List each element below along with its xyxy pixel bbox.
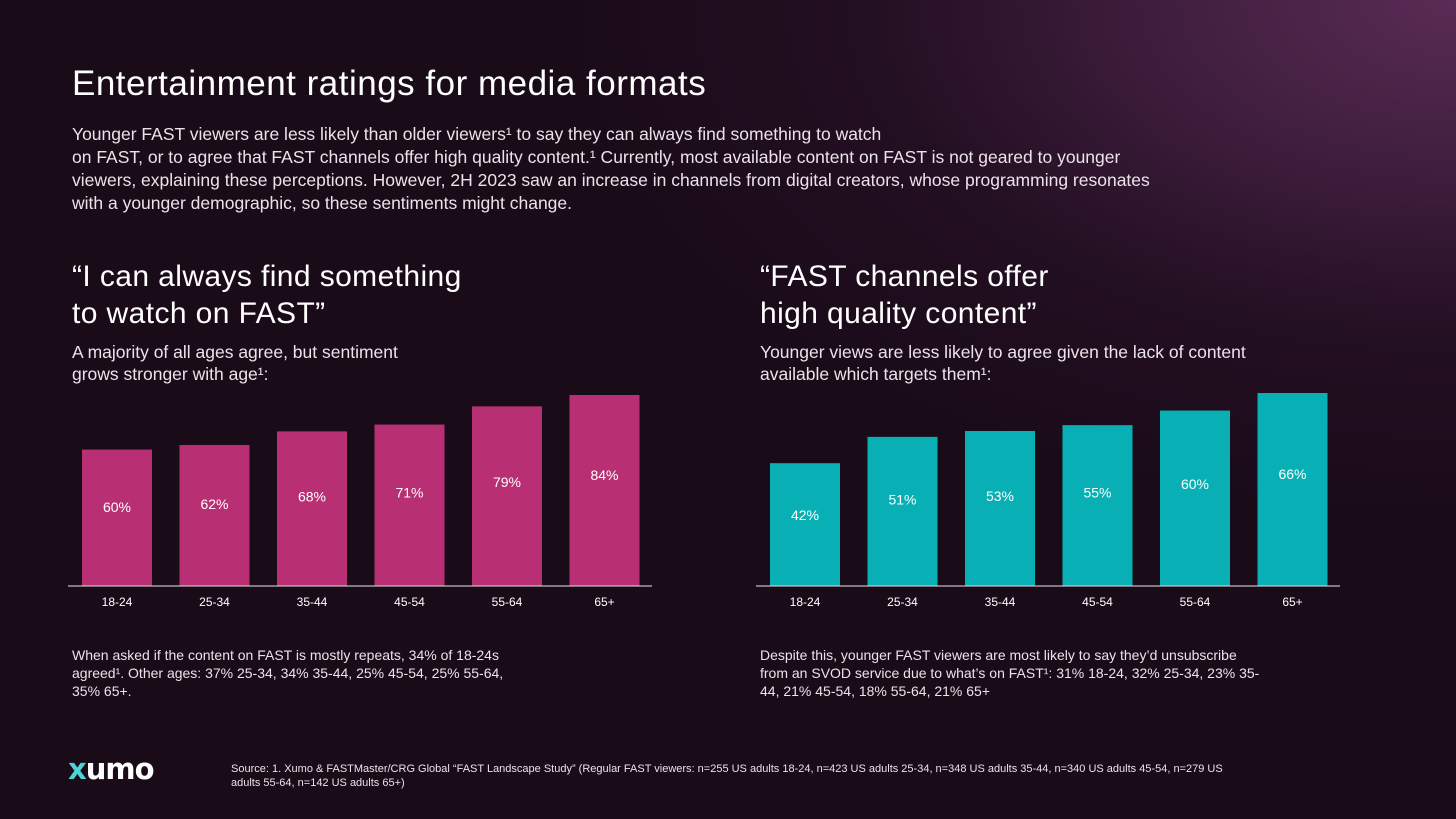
x-tick-label: 55-64 [492, 595, 523, 609]
x-tick-label: 35-44 [985, 595, 1016, 609]
note-line: agreed¹. Other ages: 37% 25-34, 34% 35-4… [72, 665, 504, 681]
note-line: from an SVOD service due to what’s on FA… [760, 665, 1260, 681]
right-note: Despite this, younger FAST viewers are m… [760, 646, 1259, 700]
bar-55-64 [472, 406, 542, 586]
x-tick-label: 65+ [1282, 595, 1302, 609]
data-label: 51% [888, 492, 916, 508]
data-label: 84% [590, 467, 618, 483]
intro-line: with a younger demographic, so these sen… [72, 193, 573, 213]
bar-18-24 [770, 463, 840, 586]
x-tick-label: 18-24 [790, 595, 821, 609]
quote-line: “I can always find something [72, 260, 462, 293]
x-tick-label: 25-34 [887, 595, 918, 609]
note-line: 44, 21% 45-54, 18% 55-64, 21% 65+ [760, 683, 991, 699]
bar-25-34 [179, 445, 250, 586]
data-label: 60% [1181, 476, 1209, 492]
x-tick-label: 25-34 [199, 595, 230, 609]
bar-65+ [569, 395, 640, 586]
left-subheading: A majority of all ages agree, but sentim… [72, 341, 398, 385]
sub-line: grows stronger with age¹: [72, 364, 269, 384]
source-line: adults 55-64, n=142 US adults 65+) [231, 777, 405, 789]
page-title: Entertainment ratings for media formats [72, 64, 707, 103]
bar-25-34 [867, 436, 938, 586]
x-tick-label: 45-54 [1082, 595, 1113, 609]
data-label: 55% [1083, 485, 1111, 501]
quote-line: high quality content” [760, 297, 1037, 330]
x-tick-label: 45-54 [394, 595, 425, 609]
bar-45-54 [1062, 425, 1133, 586]
x-tick-label: 65+ [594, 595, 614, 609]
right-quote-heading: “FAST channels offer high quality conten… [760, 258, 1400, 332]
quote-line: to watch on FAST” [72, 297, 326, 330]
data-label: 42% [791, 507, 819, 523]
left-quote-heading: “I can always find something to watch on… [72, 258, 712, 332]
bar-35-44 [965, 431, 1035, 586]
intro-line: viewers, explaining these perceptions. H… [72, 170, 1150, 190]
right-subheading: Younger views are less likely to agree g… [760, 341, 1246, 385]
intro-paragraph: Younger FAST viewers are less likely tha… [72, 123, 1322, 215]
right-bar-chart: 42% 18-24 51% 25-34 53% 35-44 55% 45-54 60% 55-64… [756, 393, 1340, 609]
data-label: 53% [986, 488, 1014, 504]
sub-line: available which targets them¹: [760, 364, 992, 384]
note-line: Despite this, younger FAST viewers are m… [760, 647, 1237, 663]
xumo-logo: xumo [68, 752, 155, 786]
bar-18-24 [82, 449, 152, 586]
bar-45-54 [374, 424, 445, 586]
x-tick-label: 18-24 [102, 595, 133, 609]
intro-line: Younger FAST viewers are less likely tha… [72, 124, 882, 144]
note-line: When asked if the content on FAST is mos… [72, 647, 499, 663]
source-line: Source: 1. Xumo & FASTMaster/CRG Global … [231, 763, 1223, 775]
left-bar-chart: 60% 18-24 62% 25-34 68% 35-44 71% 45-54 79% 55-64… [68, 395, 652, 609]
bar-55-64 [1160, 410, 1230, 586]
data-label: 68% [298, 488, 326, 504]
left-note: When asked if the content on FAST is mos… [72, 646, 503, 700]
source-footnote: Source: 1. Xumo & FASTMaster/CRG Global … [231, 762, 1223, 790]
data-label: 71% [395, 484, 423, 500]
note-line: 35% 65+. [72, 683, 132, 699]
data-label: 62% [200, 496, 228, 512]
sub-line: A majority of all ages agree, but sentim… [72, 342, 398, 362]
quote-line: “FAST channels offer [760, 260, 1049, 293]
data-label: 60% [103, 499, 131, 515]
data-label: 66% [1278, 466, 1306, 482]
bar-35-44 [277, 431, 347, 586]
intro-line: on FAST, or to agree that FAST channels … [72, 147, 1121, 167]
sub-line: Younger views are less likely to agree g… [760, 342, 1246, 362]
x-tick-label: 55-64 [1180, 595, 1211, 609]
x-tick-label: 35-44 [297, 595, 328, 609]
right-panel: “FAST channels offer high quality conten… [756, 258, 1400, 718]
data-label: 79% [493, 474, 521, 490]
bar-65+ [1257, 393, 1328, 586]
left-panel: “I can always find something to watch on… [68, 258, 712, 718]
